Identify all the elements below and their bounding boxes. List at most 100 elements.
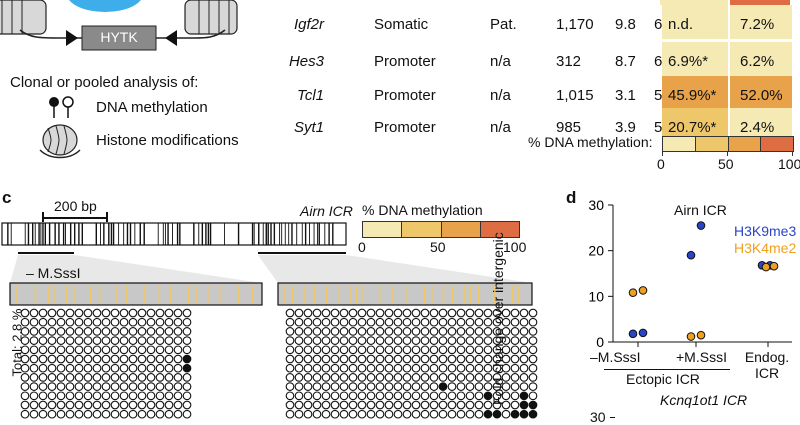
cpg-bead: [456, 363, 466, 373]
legend-h3k4me2: H3K4me2: [734, 240, 797, 256]
table-cell-gene: Hes3: [288, 53, 324, 70]
cpg-bead: [501, 391, 511, 401]
cpg-bead: [56, 391, 66, 401]
cpg-bead: [137, 317, 147, 327]
cpg-bead: [366, 327, 376, 336]
cpg-bead: [119, 345, 129, 355]
cpg-bead: [294, 400, 304, 410]
table-cell-v1: 45.9%*: [668, 87, 717, 104]
cpg-bead: [456, 345, 466, 355]
cpg-bead: [312, 336, 322, 345]
cpg-bead: [339, 409, 349, 419]
cpg-bead: [330, 391, 340, 401]
cpg-bead: [519, 373, 529, 382]
cpg-bead: [402, 317, 412, 327]
analysis-title: Clonal or pooled analysis of:: [10, 74, 199, 91]
cpg-bead: [348, 400, 358, 410]
cpg-bead: [510, 409, 520, 419]
cpg-bead: [492, 308, 502, 318]
cpg-bead: [348, 409, 358, 419]
table-cell-size: 312: [556, 53, 582, 70]
cpg-bead: [465, 317, 475, 327]
cpg-bead: [339, 345, 349, 355]
table-heat-cell: [730, 5, 792, 39]
cpg-bead: [519, 363, 529, 373]
cpg-bead: [74, 308, 84, 318]
cpg-bead: [321, 327, 331, 336]
cpg-bead: [465, 373, 475, 382]
cpg-bead: [56, 382, 66, 391]
cpg-bead: [47, 354, 57, 364]
cpg-bead: [492, 317, 502, 327]
c-colorbar-title: % DNA methylation: [362, 202, 483, 218]
cpg-bead: [348, 317, 358, 327]
cpg-bead: [402, 391, 412, 401]
cpg-bead: [393, 327, 403, 336]
cpg-bead: [366, 345, 376, 355]
bottom-title: Kcnq1ot1 ICR: [660, 392, 748, 408]
methylation-strip: [9, 282, 263, 306]
cpg-bead: [20, 345, 30, 355]
cpg-bead: [447, 363, 457, 373]
cpg-bead: [510, 391, 520, 401]
protein-oval: [69, 0, 141, 12]
cpg-bead: [285, 327, 295, 336]
cpg-bead: [47, 373, 57, 382]
cpg-bead: [519, 336, 529, 345]
cpg-bead: [393, 400, 403, 410]
cpg-bead: [29, 354, 39, 364]
cpg-bead: [110, 382, 120, 391]
cpg-bead: [375, 409, 385, 419]
cpg-bead: [56, 373, 66, 382]
table-cell-parent: n/a: [490, 119, 511, 136]
cpg-bead: [366, 391, 376, 401]
cpg-bead: [74, 354, 84, 364]
cpg-bead: [110, 327, 120, 336]
cpg-bead: [492, 400, 502, 410]
legend-dna-methylation: DNA methylation: [96, 99, 208, 116]
cpg-bead: [20, 373, 30, 382]
panel-d: d Fold change over intergenic 0 10 20 30 Ai…: [490, 185, 800, 425]
cpg-bead: [447, 327, 457, 336]
cpg-bead: [164, 354, 174, 364]
cpg-bead: [29, 363, 39, 373]
cpg-bead: [285, 409, 295, 419]
cpg-bead: [474, 363, 484, 373]
cpg-bead: [501, 400, 511, 410]
cpg-bead: [312, 354, 322, 364]
cpg-bead: [429, 382, 439, 391]
cpg-bead: [420, 336, 430, 345]
cpg-bead: [38, 354, 48, 364]
cpg-bead: [411, 345, 421, 355]
cpg-bead: [29, 382, 39, 391]
cpg-bead: [438, 317, 448, 327]
cpg-bead: [285, 400, 295, 410]
cpg-bead: [137, 373, 147, 382]
cpg-bead: [420, 382, 430, 391]
cpg-bead: [74, 345, 84, 355]
table-cell-type: Somatic: [374, 16, 429, 33]
cpg-bead: [483, 345, 493, 355]
cpg-bead: [528, 345, 538, 355]
cpg-bead: [483, 400, 493, 410]
cpg-bead: [348, 382, 358, 391]
cpg-bead: [110, 391, 120, 401]
cpg-bead: [303, 317, 313, 327]
cpg-bead: [56, 363, 66, 373]
cpg-bead: [357, 382, 367, 391]
cpg-bead: [483, 391, 493, 401]
cpg-bead: [101, 308, 111, 318]
table-cell-type: Promoter: [374, 87, 436, 104]
cpg-bead: [447, 354, 457, 364]
cpg-bead: [501, 327, 511, 336]
cpg-bead: [483, 308, 493, 318]
cpg-bead: [146, 308, 156, 318]
cpg-bead: [411, 336, 421, 345]
cpg-bead: [173, 400, 183, 410]
cpg-bead: [465, 354, 475, 364]
cpg-bead: [47, 409, 57, 419]
cpg-bead: [393, 317, 403, 327]
cpg-bead: [294, 308, 304, 318]
cpg-bead: [47, 400, 57, 410]
cpg-bead: [38, 336, 48, 345]
